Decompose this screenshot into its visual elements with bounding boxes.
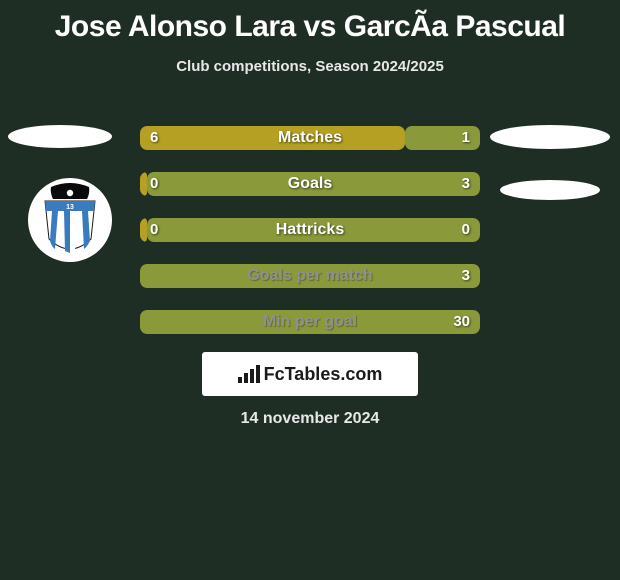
stat-bar-row: Goals per match3 — [140, 264, 480, 288]
stat-bar-row: Min per goal30 — [140, 310, 480, 334]
footer-logo: FcTables.com — [202, 352, 418, 396]
bar-right-value: 3 — [462, 172, 470, 196]
bar-left-value: 0 — [150, 172, 158, 196]
bar-left-value: 0 — [150, 218, 158, 242]
team-crest: 13 — [28, 178, 112, 262]
bar-label: Goals — [140, 172, 480, 196]
bar-right-value: 30 — [453, 310, 470, 334]
bars-icon — [238, 365, 260, 383]
bar-right-value: 0 — [462, 218, 470, 242]
crest-icon: 13 — [37, 183, 103, 257]
bar-label: Goals per match — [140, 264, 480, 288]
team-badge-placeholder — [500, 180, 600, 200]
page-title: Jose Alonso Lara vs GarcÃa Pascual — [0, 0, 620, 44]
bar-left-value: 6 — [150, 126, 158, 150]
date-text: 14 november 2024 — [0, 410, 620, 428]
bar-label: Min per goal — [140, 310, 480, 334]
bar-right-value: 1 — [462, 126, 470, 150]
stat-bars: Matches61Goals03Hattricks00Goals per mat… — [140, 126, 480, 356]
subtitle: Club competitions, Season 2024/2025 — [0, 58, 620, 75]
bar-label: Matches — [140, 126, 480, 150]
team-badge-placeholder — [490, 125, 610, 149]
svg-text:13: 13 — [66, 204, 74, 211]
bar-right-value: 3 — [462, 264, 470, 288]
team-badge-placeholder — [8, 125, 112, 148]
stat-bar-row: Goals0 3 — [140, 172, 480, 196]
stat-bar-row: Hattricks0 0 — [140, 218, 480, 242]
footer-brand-text: FcTables.com — [264, 364, 383, 385]
bar-label: Hattricks — [140, 218, 480, 242]
stat-bar-row: Matches6 1 — [140, 126, 480, 150]
